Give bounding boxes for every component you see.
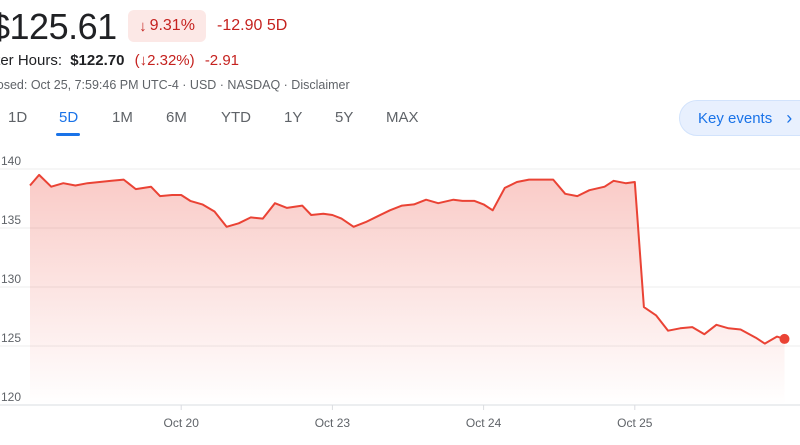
key-events-button[interactable]: Key events ›: [679, 100, 800, 136]
after-hours-row: fter Hours: $122.70 (↓2.32%) -2.91: [0, 52, 239, 69]
change-absolute-value: -12.90: [217, 17, 263, 34]
change-absolute: -12.90 5D: [217, 17, 287, 35]
change-percent: 9.31%: [149, 17, 195, 34]
change-period: 5D: [266, 17, 288, 34]
after-hours-percent: (↓2.32%): [134, 52, 195, 69]
tab-6m[interactable]: 6M: [166, 109, 187, 126]
key-events-label: Key events: [698, 109, 773, 127]
after-hours-change: -2.91: [204, 52, 240, 69]
chevron-right-icon: ›: [786, 107, 793, 128]
current-price: $125.61: [0, 6, 117, 47]
y-tick-label: 120: [1, 390, 21, 404]
change-percent-badge: ↓ 9.31%: [128, 10, 206, 42]
tab-max[interactable]: MAX: [386, 109, 419, 126]
x-tick-label: Oct 23: [315, 416, 351, 430]
tab-1m[interactable]: 1M: [112, 109, 133, 126]
x-tick-label: Oct 24: [466, 416, 502, 430]
tab-ytd[interactable]: YTD: [221, 109, 251, 126]
y-tick-label: 125: [1, 331, 21, 345]
market-status-meta: losed: Oct 25, 7:59:46 PM UTC-4 · USD · …: [0, 78, 350, 92]
last-price-dot: [779, 333, 790, 344]
tab-1y[interactable]: 1Y: [284, 109, 303, 126]
y-tick-label: 135: [1, 213, 21, 227]
tab-5y[interactable]: 5Y: [335, 109, 354, 126]
tab-1d[interactable]: 1D: [8, 109, 28, 126]
y-tick-label: 130: [1, 272, 21, 286]
after-hours-price: $122.70: [70, 52, 125, 69]
y-tick-label: 140: [1, 154, 21, 168]
price-line: [29, 173, 785, 345]
price-area: [30, 174, 785, 405]
x-tick-label: Oct 25: [617, 416, 653, 430]
arrow-down-icon: ↓: [139, 17, 147, 35]
after-hours-label: fter Hours:: [0, 52, 63, 69]
x-tick-label: Oct 20: [164, 416, 200, 430]
active-tab-indicator: [56, 133, 80, 136]
tab-5d[interactable]: 5D: [59, 109, 79, 126]
